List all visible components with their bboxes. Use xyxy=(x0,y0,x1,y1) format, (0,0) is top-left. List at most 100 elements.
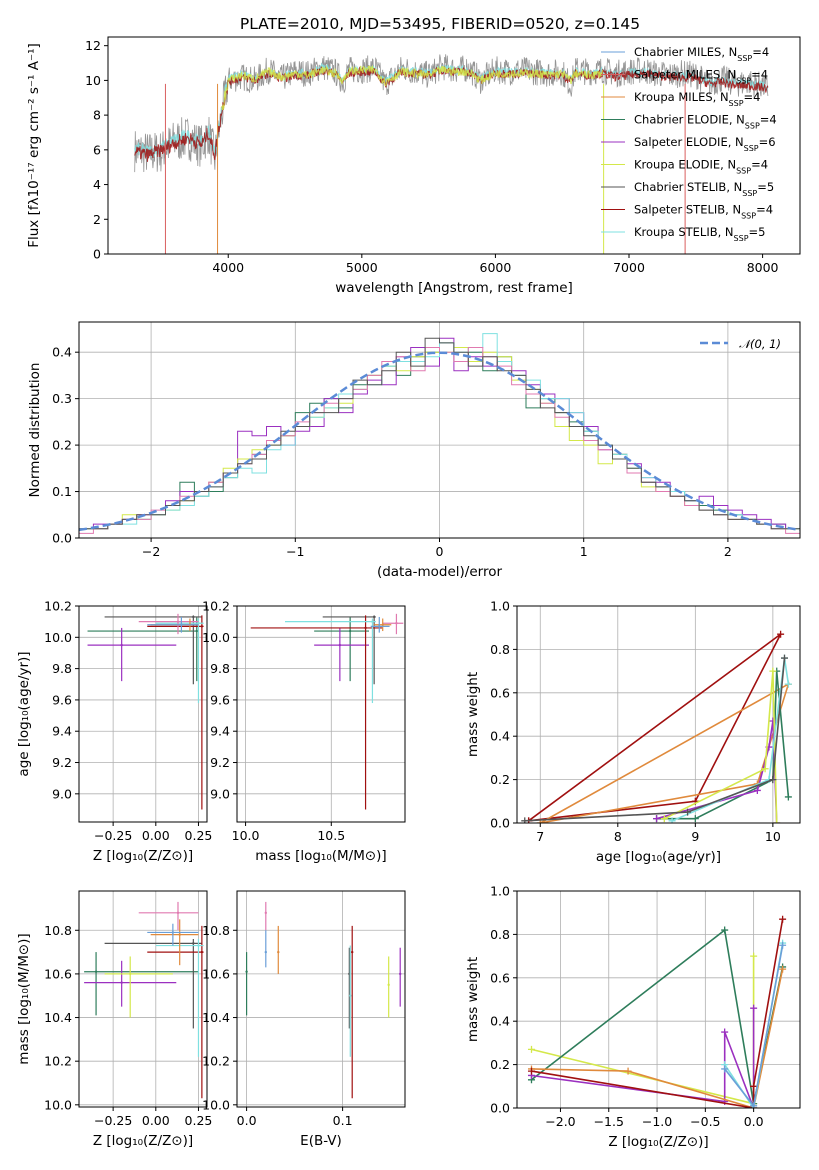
plot-area xyxy=(245,901,402,1099)
weight-marker xyxy=(521,817,529,823)
weight-marker xyxy=(779,965,787,973)
y-tick-label: 0.1 xyxy=(52,484,72,499)
plot-area xyxy=(84,901,204,1099)
data-point xyxy=(171,931,175,934)
weight-marker xyxy=(660,815,668,823)
weight-marker xyxy=(653,815,661,823)
y-tick-label: 0.0 xyxy=(490,816,510,831)
data-point xyxy=(277,950,280,954)
x-axis-label: (data-model)/error xyxy=(377,564,503,580)
x-tick-label: 0.25 xyxy=(185,1113,213,1128)
data-point xyxy=(348,629,352,633)
axes-frame xyxy=(78,605,208,823)
x-tick-label: 5000 xyxy=(346,260,378,275)
legend-label-main: Chabrier STELIB, N xyxy=(634,180,742,194)
y-tick-label: 10.6 xyxy=(44,966,72,981)
y-tick-label: 9.4 xyxy=(52,724,72,739)
panel-mass-age: 10.0 10.5 9.0 9.2 9.4 9.6 9.8 10.0 10.2 mass [log… xyxy=(202,599,406,864)
x-axis-label: Z [log₁₀(Z/Z⊙)] xyxy=(93,1133,193,1149)
plot-area xyxy=(521,630,792,823)
y-tick-label: 10.0 xyxy=(202,1097,230,1112)
x-tick-label: 6000 xyxy=(480,260,512,275)
data-point xyxy=(180,623,183,626)
x-tick-label: 7000 xyxy=(613,260,645,275)
x-tick-label: 0.00 xyxy=(142,1113,170,1128)
x-tick-label: −2.0 xyxy=(545,1114,575,1129)
weight-line xyxy=(531,919,784,1108)
chart-title: PLATE=2010, MJD=53495, FIBERID=0520, z=0… xyxy=(240,15,640,33)
legend-label-sub: SSP xyxy=(734,234,749,243)
y-tick-label: 4 xyxy=(93,177,101,192)
y-tick-label: 9.2 xyxy=(210,755,230,770)
data-point xyxy=(364,626,367,630)
data-point xyxy=(264,911,267,915)
normal-curve xyxy=(79,351,800,532)
weight-marker xyxy=(624,1067,632,1075)
x-tick-label: 0 xyxy=(436,544,444,559)
x-tick-label: 0.0 xyxy=(744,1114,764,1129)
legend-label-main: Salpeter MILES, N xyxy=(634,68,736,82)
data-point xyxy=(351,950,354,954)
axes-frame xyxy=(107,36,801,255)
y-tick-label: 0.0 xyxy=(52,531,72,546)
data-point xyxy=(200,950,204,954)
weight-line xyxy=(663,671,778,823)
axes-frame xyxy=(236,605,406,823)
weight-marker xyxy=(780,654,788,662)
data-point xyxy=(387,983,390,987)
y-tick-label: 0.8 xyxy=(490,642,510,657)
x-tick-label: 7 xyxy=(536,829,544,844)
data-point xyxy=(192,942,195,945)
legend-label-tail: =4 xyxy=(751,68,768,82)
legend-label: Chabrier ELODIE, NSSP=4 xyxy=(634,113,777,131)
data-point xyxy=(94,970,98,973)
y-tick-label: 1.0 xyxy=(490,599,510,614)
y-tick-label: 10.0 xyxy=(44,630,72,645)
legend-label: Kroupa STELIB, NSSP=5 xyxy=(634,225,765,243)
legend-label-sub: SSP xyxy=(736,76,751,85)
weight-marker xyxy=(527,1067,535,1075)
y-tick-label: 10.2 xyxy=(202,599,230,614)
y-tick-label: 0.2 xyxy=(490,1057,510,1072)
x-tick-label: 10.0 xyxy=(232,828,260,843)
legend-label-tail: =4 xyxy=(744,90,761,104)
legend-label-tail: =4 xyxy=(751,158,768,172)
x-tick-label: 1 xyxy=(580,544,588,559)
legend-label-main: Kroupa ELODIE, N xyxy=(634,158,736,172)
weight-marker xyxy=(691,815,699,823)
y-tick-label: 9.2 xyxy=(52,755,72,770)
y-tick-label: 9.0 xyxy=(52,786,72,801)
weight-line xyxy=(531,968,784,1108)
y-tick-label: 10.0 xyxy=(202,630,230,645)
y-axis-label: mass [log₁₀(M/M⊙)] xyxy=(16,933,32,1064)
data-point xyxy=(176,911,180,915)
x-axis-label: E(B-V) xyxy=(300,1133,342,1149)
y-tick-label: 0.6 xyxy=(490,970,510,985)
legend-label-main: Salpeter ELODIE, N xyxy=(634,135,744,149)
y-tick-label: 0 xyxy=(93,247,101,262)
legend-label: Kroupa MILES, NSSP=4 xyxy=(634,90,760,108)
spectrum-line xyxy=(221,64,603,111)
data-point xyxy=(195,629,198,633)
y-tick-label: 10.2 xyxy=(44,599,72,614)
data-point xyxy=(338,643,342,647)
data-point xyxy=(245,970,248,973)
weight-marker xyxy=(750,1102,758,1108)
x-tick-label: −2 xyxy=(142,544,160,559)
x-tick-label: −1 xyxy=(286,544,304,559)
data-point xyxy=(197,944,200,947)
weight-marker xyxy=(721,1065,729,1073)
weight-line xyxy=(539,682,790,823)
data-point xyxy=(200,625,204,628)
weight-marker xyxy=(777,630,785,638)
x-tick-label: 10 xyxy=(765,829,781,844)
x-tick-label: −0.25 xyxy=(94,828,132,843)
plot-area xyxy=(250,613,404,810)
data-point xyxy=(120,981,123,984)
y-tick-label: 0.4 xyxy=(52,345,72,360)
legend-label-tail: =5 xyxy=(757,180,774,194)
panel-z-weight: −2.0 −1.5 −1.0 −0.5 0.0 0.0 0.2 0.4 0.6 0.8 1.0 Z [… xyxy=(465,884,801,1150)
legend-label-sub: SSP xyxy=(736,166,751,175)
weight-marker xyxy=(750,952,758,960)
data-point xyxy=(399,972,402,976)
